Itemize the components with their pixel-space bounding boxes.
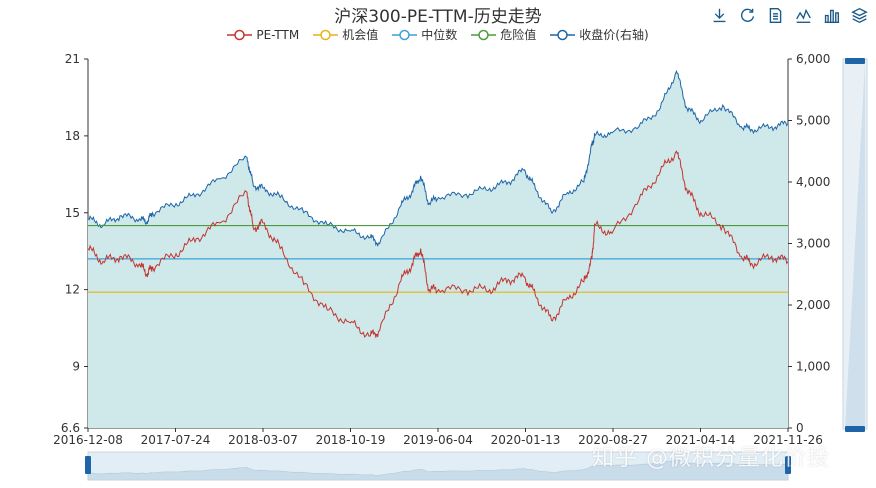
- right-zoom-preview: [845, 62, 865, 429]
- y-left-tick-label: 9: [72, 360, 80, 374]
- close-price-area: [88, 71, 788, 429]
- zoom-handle-right[interactable]: [785, 456, 791, 474]
- y-left-tick-label: 12: [65, 283, 80, 297]
- x-tick-label: 2019-06-04: [403, 433, 473, 447]
- legend-label: 收盘价(右轴): [579, 28, 649, 42]
- bar-chart-icon[interactable]: [822, 6, 840, 24]
- legend-marker-icon: [313, 29, 339, 40]
- line-chart-icon[interactable]: [794, 6, 812, 24]
- x-tick-label: 2017-07-24: [141, 433, 211, 447]
- legend-item-0[interactable]: PE-TTM: [227, 26, 299, 43]
- x-tick-label: 2020-08-27: [578, 433, 648, 447]
- legend-item-3[interactable]: 危险值: [471, 26, 536, 43]
- legend-label: 机会值: [342, 28, 379, 42]
- zoom-handle-left[interactable]: [85, 456, 91, 474]
- y-right-tick-label: 5,000: [796, 114, 830, 128]
- y-left-tick-label: 6.6: [61, 421, 80, 435]
- watermark: 知乎 @微积分量化价投: [592, 446, 830, 471]
- legend: PE-TTM 机会值 中位数 危险值 收盘价(右轴): [0, 26, 876, 43]
- legend-label: 危险值: [500, 28, 537, 42]
- legend-item-4[interactable]: 收盘价(右轴): [550, 26, 649, 43]
- x-tick-label: 2021-11-26: [753, 433, 823, 447]
- legend-marker-icon: [392, 29, 418, 40]
- x-tick-label: 2016-12-08: [53, 433, 123, 447]
- legend-marker-icon: [550, 29, 576, 40]
- legend-marker-icon: [471, 29, 497, 40]
- x-tick-label: 2018-10-19: [316, 433, 386, 447]
- data-view-icon[interactable]: [766, 6, 784, 24]
- x-tick-label: 2021-04-14: [666, 433, 736, 447]
- y-left-tick-label: 15: [65, 206, 80, 220]
- y-left-tick-label: 18: [65, 129, 80, 143]
- vzoom-handle-bottom[interactable]: [845, 426, 865, 432]
- pe-ttm-line: [87, 150, 789, 338]
- x-tick-label: 2020-01-13: [491, 433, 561, 447]
- toolbox: [710, 6, 868, 24]
- legend-marker-icon: [227, 29, 253, 40]
- y-left-tick-label: 21: [65, 52, 80, 66]
- chart-title: 沪深300-PE-TTM-历史走势: [334, 7, 542, 27]
- x-tick-label: 2018-03-07: [228, 433, 298, 447]
- y-right-tick-label: 4,000: [796, 175, 830, 189]
- legend-label: PE-TTM: [256, 27, 300, 42]
- legend-label: 中位数: [421, 28, 458, 42]
- legend-item-1[interactable]: 机会值: [313, 26, 378, 43]
- y-right-tick-label: 1,000: [796, 360, 830, 374]
- stack-icon[interactable]: [850, 6, 868, 24]
- legend-item-2[interactable]: 中位数: [392, 26, 457, 43]
- refresh-icon[interactable]: [738, 6, 756, 24]
- download-icon[interactable]: [710, 6, 728, 24]
- y-right-tick-label: 0: [796, 421, 804, 435]
- y-right-tick-label: 6,000: [796, 52, 830, 66]
- y-right-tick-label: 2,000: [796, 298, 830, 312]
- y-right-tick-label: 3,000: [796, 237, 830, 251]
- close-price-line: [87, 69, 789, 247]
- bottom-zoom-preview: [87, 459, 789, 481]
- vzoom-handle-top[interactable]: [845, 58, 865, 64]
